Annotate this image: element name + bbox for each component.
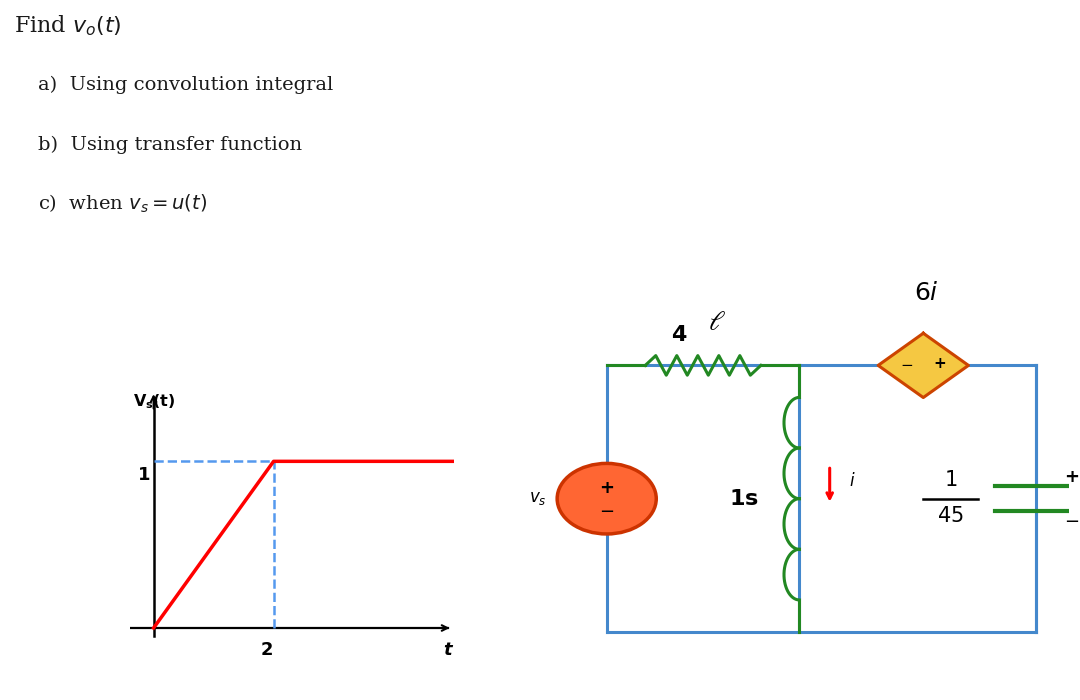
Text: +: + [933,356,946,371]
Text: $\mathbf{2}$: $\mathbf{2}$ [260,640,273,659]
Text: b)  Using transfer function: b) Using transfer function [38,136,302,154]
Text: $1$: $1$ [944,470,958,490]
Text: $\mathbf{1}$: $\mathbf{1}$ [137,466,150,484]
Text: $\mathscr{l}$: $\mathscr{l}$ [707,309,726,336]
Text: +: + [1065,468,1079,486]
Text: $45$: $45$ [937,505,964,526]
Text: $v_s$: $v_s$ [529,490,546,507]
Polygon shape [878,333,969,398]
Text: c)  when $v_s = u(t)$: c) when $v_s = u(t)$ [38,193,207,216]
Text: $\mathbf{1s}$: $\mathbf{1s}$ [729,489,759,509]
Circle shape [557,463,657,534]
Text: +: + [599,479,615,497]
Text: 4: 4 [671,325,686,345]
Text: Find $v_o(t)$: Find $v_o(t)$ [14,13,122,38]
Text: $\boldsymbol{t}$: $\boldsymbol{t}$ [443,640,455,659]
Text: $-$: $-$ [1065,511,1080,529]
Text: $i$: $i$ [849,472,855,490]
Text: $6i$: $6i$ [914,281,939,304]
Text: $-$: $-$ [599,501,615,519]
Text: $-$: $-$ [901,356,914,371]
Text: a)  Using convolution integral: a) Using convolution integral [38,76,334,94]
Text: $\mathbf{V_s(t)}$: $\mathbf{V_s(t)}$ [133,393,175,412]
